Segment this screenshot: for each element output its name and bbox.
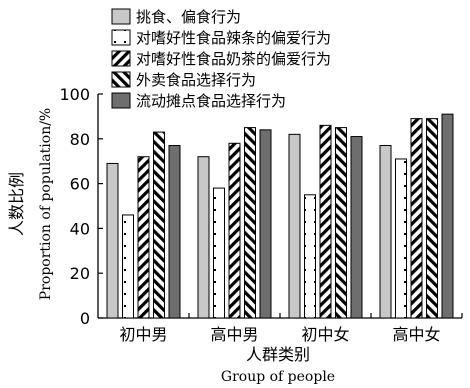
x-tick-label: 初中男 <box>119 325 167 344</box>
legend-label: 对嗜好性食品奶茶的偏爱行为 <box>136 50 331 68</box>
legend-swatch <box>111 50 131 67</box>
bar <box>137 156 150 319</box>
bar <box>228 142 241 319</box>
y-tick-label: 80 <box>70 130 90 149</box>
legend-swatch <box>111 92 131 109</box>
y-axis-label-en: Proportion of population/% <box>38 108 54 300</box>
legend-swatch <box>111 29 131 46</box>
x-tick-label: 高中男 <box>210 325 258 344</box>
legend: 挑食、偏食行为对嗜好性食品辣条的偏爱行为对嗜好性食品奶茶的偏爱行为外卖食品选择行… <box>111 8 331 110</box>
bar <box>213 187 225 319</box>
bar <box>153 131 165 319</box>
bar <box>197 156 210 319</box>
x-axis-label-en: Group of people <box>221 369 335 385</box>
x-tick-label: 高中女 <box>392 325 440 344</box>
bar <box>304 194 316 319</box>
y-tick-label: 100 <box>59 85 90 104</box>
bar <box>350 136 363 319</box>
y-tick-label: 20 <box>70 264 90 283</box>
legend-label: 挑食、偏食行为 <box>136 8 241 26</box>
y-tick-label: 60 <box>70 175 90 194</box>
bar <box>426 118 438 319</box>
x-tick-label: 初中女 <box>301 325 349 344</box>
legend-label: 对嗜好性食品辣条的偏爱行为 <box>136 29 331 47</box>
bar <box>106 162 119 319</box>
axes: 0 20 40 60 80 100 <box>59 85 462 328</box>
legend-swatch <box>111 8 131 25</box>
bar <box>168 145 181 319</box>
legend-swatch <box>111 71 131 88</box>
bar <box>379 145 392 319</box>
y-tick-label: 0 <box>80 309 90 328</box>
bar <box>288 133 301 319</box>
x-axis-label-cn: 人群类别 <box>246 345 310 364</box>
legend-label: 流动摊点食品选择行为 <box>136 92 286 110</box>
y-axis-label-cn: 人数比例 <box>7 172 26 236</box>
bar <box>335 127 347 319</box>
bar <box>441 113 454 319</box>
bar <box>319 124 332 319</box>
bar <box>244 127 256 319</box>
bar <box>122 214 134 319</box>
bar <box>395 158 407 319</box>
bars: 初中男 高中男 初中女 高中女 <box>106 113 463 344</box>
y-tick-label: 40 <box>70 219 90 238</box>
legend-label: 外卖食品选择行为 <box>136 71 256 89</box>
bar <box>259 129 272 319</box>
bar <box>410 118 423 319</box>
